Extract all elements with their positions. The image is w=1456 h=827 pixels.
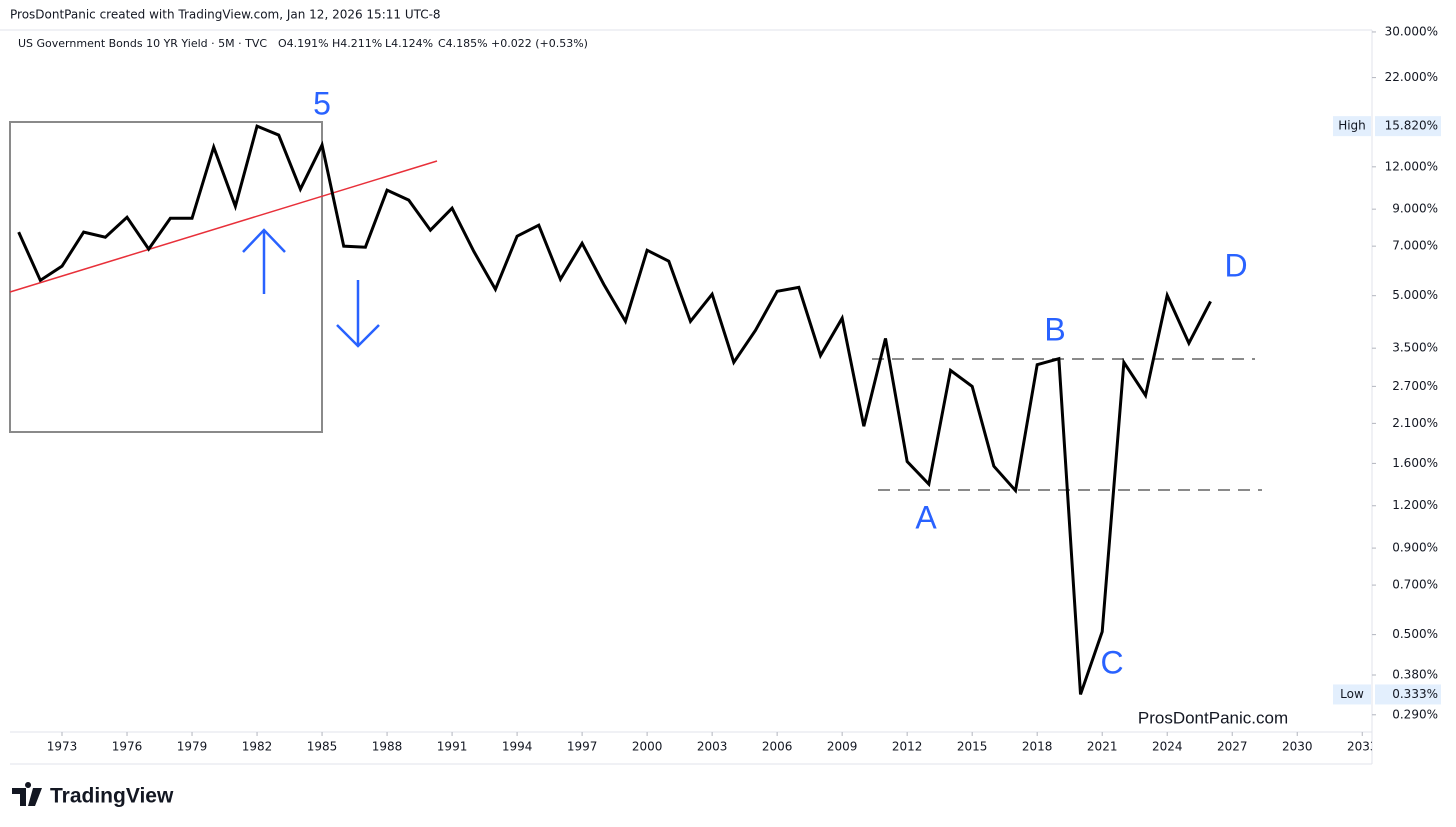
credit: ProsDontPanic created with TradingView.c…: [10, 8, 441, 22]
y-tick-label: 22.000%: [1385, 70, 1438, 84]
footer-logo-text: TradingView: [50, 785, 174, 808]
y-tick-label: 1.200%: [1392, 498, 1438, 512]
x-tick-label: 1985: [307, 740, 338, 754]
down-arrow: [336, 280, 380, 348]
x-tick-label: 1988: [372, 740, 403, 754]
high-name-bg: [1333, 116, 1371, 137]
price-line: [17, 124, 1212, 695]
y-tick-label: 1.600%: [1392, 456, 1438, 470]
y-tick-label: 0.500%: [1392, 627, 1438, 641]
y-tick-label: 2.700%: [1392, 379, 1438, 393]
y-tick-label: 12.000%: [1385, 159, 1438, 173]
x-tick-label: 2033: [1347, 740, 1378, 754]
x-tick-label: 1979: [177, 740, 208, 754]
y-tick-label: 0.700%: [1392, 578, 1438, 592]
y-tick-label: 30.000%: [1385, 24, 1438, 38]
high-value: 15.820%: [1385, 119, 1438, 133]
wave-box: [9, 121, 323, 433]
x-tick-label: 1973: [47, 740, 78, 754]
trend-line: [9, 160, 438, 293]
low-value-bg: [1375, 684, 1441, 705]
low-name: Low: [1340, 687, 1364, 701]
y-tick-label: 3.500%: [1392, 341, 1438, 355]
high-name: High: [1338, 119, 1366, 133]
x-tick-label: 2018: [1022, 740, 1053, 754]
wave-label: D: [1224, 247, 1247, 283]
wave-label: B: [1044, 311, 1065, 347]
low-value: 0.333%: [1392, 687, 1438, 701]
ohlc-change: +0.022 (+0.53%): [491, 37, 588, 50]
y-tick-label: 2.100%: [1392, 416, 1438, 430]
low-name-bg: [1333, 684, 1371, 705]
x-tick-label: 1982: [242, 740, 273, 754]
wave-label: 5: [313, 85, 331, 121]
x-tick-label: 1997: [567, 740, 598, 754]
y-tick-label: 9.000%: [1392, 202, 1438, 216]
ohlc-low: L4.124%: [385, 37, 433, 50]
x-tick-label: 2015: [957, 740, 988, 754]
wave-label: A: [915, 499, 937, 535]
x-tick-label: 2021: [1087, 740, 1118, 754]
x-tick-label: 2012: [892, 740, 923, 754]
x-axis: 1973 1976 1979 1982 1985 1988 1991 1994 1997 2000…: [47, 732, 1378, 754]
x-tick-label: 1991: [437, 740, 468, 754]
y-tick-label: 0.900%: [1392, 541, 1438, 555]
x-tick-label: 2024: [1152, 740, 1183, 754]
ohlc-open: O4.191%: [278, 37, 329, 50]
y-tick-label: 7.000%: [1392, 239, 1438, 253]
x-tick-label: 1994: [502, 740, 533, 754]
ohlc-high: H4.211%: [332, 37, 382, 50]
x-tick-label: 1976: [112, 740, 143, 754]
high-value-bg: [1375, 116, 1441, 137]
y-tick-label: 5.000%: [1392, 288, 1438, 302]
y-tick-label: 0.380%: [1392, 668, 1438, 682]
footer-logo: TradingView: [12, 782, 174, 808]
wave-label: C: [1100, 644, 1123, 680]
x-tick-label: 2003: [697, 740, 728, 754]
x-tick-label: 2000: [632, 740, 663, 754]
ohlc-close: C4.185%: [438, 37, 488, 50]
symbol: US Government Bonds 10 YR Yield · 5M · T…: [18, 37, 267, 50]
x-tick-label: 2009: [827, 740, 858, 754]
x-tick-label: 2006: [762, 740, 793, 754]
x-tick-label: 2030: [1282, 740, 1313, 754]
y-tick-label: 0.290%: [1392, 707, 1438, 721]
x-tick-label: 2027: [1217, 740, 1248, 754]
watermark: ProsDontPanic.com: [1138, 708, 1288, 727]
up-arrow: [242, 228, 286, 294]
